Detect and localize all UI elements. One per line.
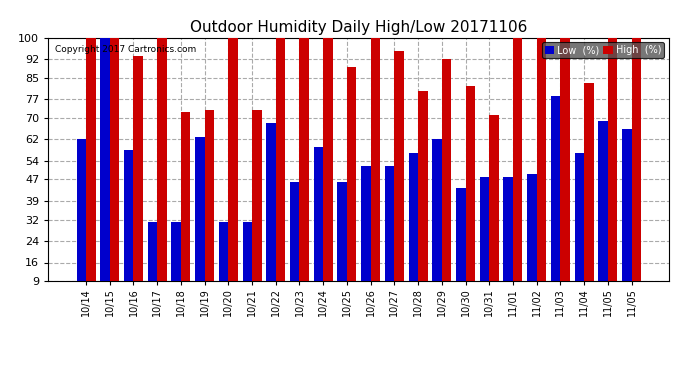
Bar (418, 91, 428, 281)
Bar (489, 115, 499, 281)
Bar (584, 83, 593, 281)
Bar (456, 188, 466, 281)
Bar (290, 182, 299, 281)
Bar (513, 38, 522, 281)
Bar (219, 222, 228, 281)
Bar (504, 177, 513, 281)
Bar (171, 222, 181, 281)
Bar (537, 38, 546, 281)
Bar (395, 51, 404, 281)
Bar (608, 38, 618, 281)
Bar (86, 38, 95, 281)
Bar (157, 38, 167, 281)
Bar (631, 38, 641, 281)
Bar (480, 177, 489, 281)
Bar (361, 166, 371, 281)
Bar (276, 38, 285, 281)
Bar (124, 150, 133, 281)
Text: Copyright 2017 Cartronics.com: Copyright 2017 Cartronics.com (55, 45, 196, 54)
Bar (110, 38, 119, 281)
Bar (228, 38, 238, 281)
Bar (371, 38, 380, 281)
Bar (77, 139, 86, 281)
Bar (442, 59, 451, 281)
Bar (466, 86, 475, 281)
Title: Outdoor Humidity Daily High/Low 20171106: Outdoor Humidity Daily High/Low 20171106 (190, 20, 527, 35)
Bar (148, 222, 157, 281)
Bar (347, 67, 357, 281)
Bar (205, 110, 214, 281)
Bar (408, 153, 418, 281)
Bar (551, 96, 560, 281)
Bar (266, 123, 276, 281)
Bar (252, 110, 262, 281)
Bar (314, 147, 323, 281)
Bar (299, 38, 309, 281)
Bar (385, 166, 395, 281)
Legend: Low  (%), High  (%): Low (%), High (%) (542, 42, 664, 58)
Bar (100, 38, 110, 281)
Bar (323, 38, 333, 281)
Bar (560, 38, 570, 281)
Bar (433, 139, 442, 281)
Bar (133, 56, 143, 281)
Bar (195, 136, 205, 281)
Bar (527, 174, 537, 281)
Bar (575, 153, 584, 281)
Bar (243, 222, 252, 281)
Bar (622, 129, 631, 281)
Bar (181, 112, 190, 281)
Bar (598, 120, 608, 281)
Bar (337, 182, 347, 281)
